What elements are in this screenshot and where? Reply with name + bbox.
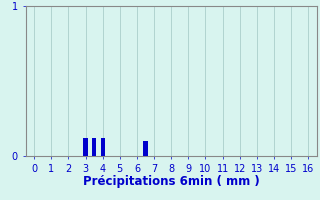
Bar (100, 138, 105, 156)
X-axis label: Précipitations 6min ( mm ): Précipitations 6min ( mm ) (83, 175, 260, 188)
Bar (92, 138, 96, 156)
Bar (84, 138, 88, 156)
Bar (143, 141, 148, 156)
